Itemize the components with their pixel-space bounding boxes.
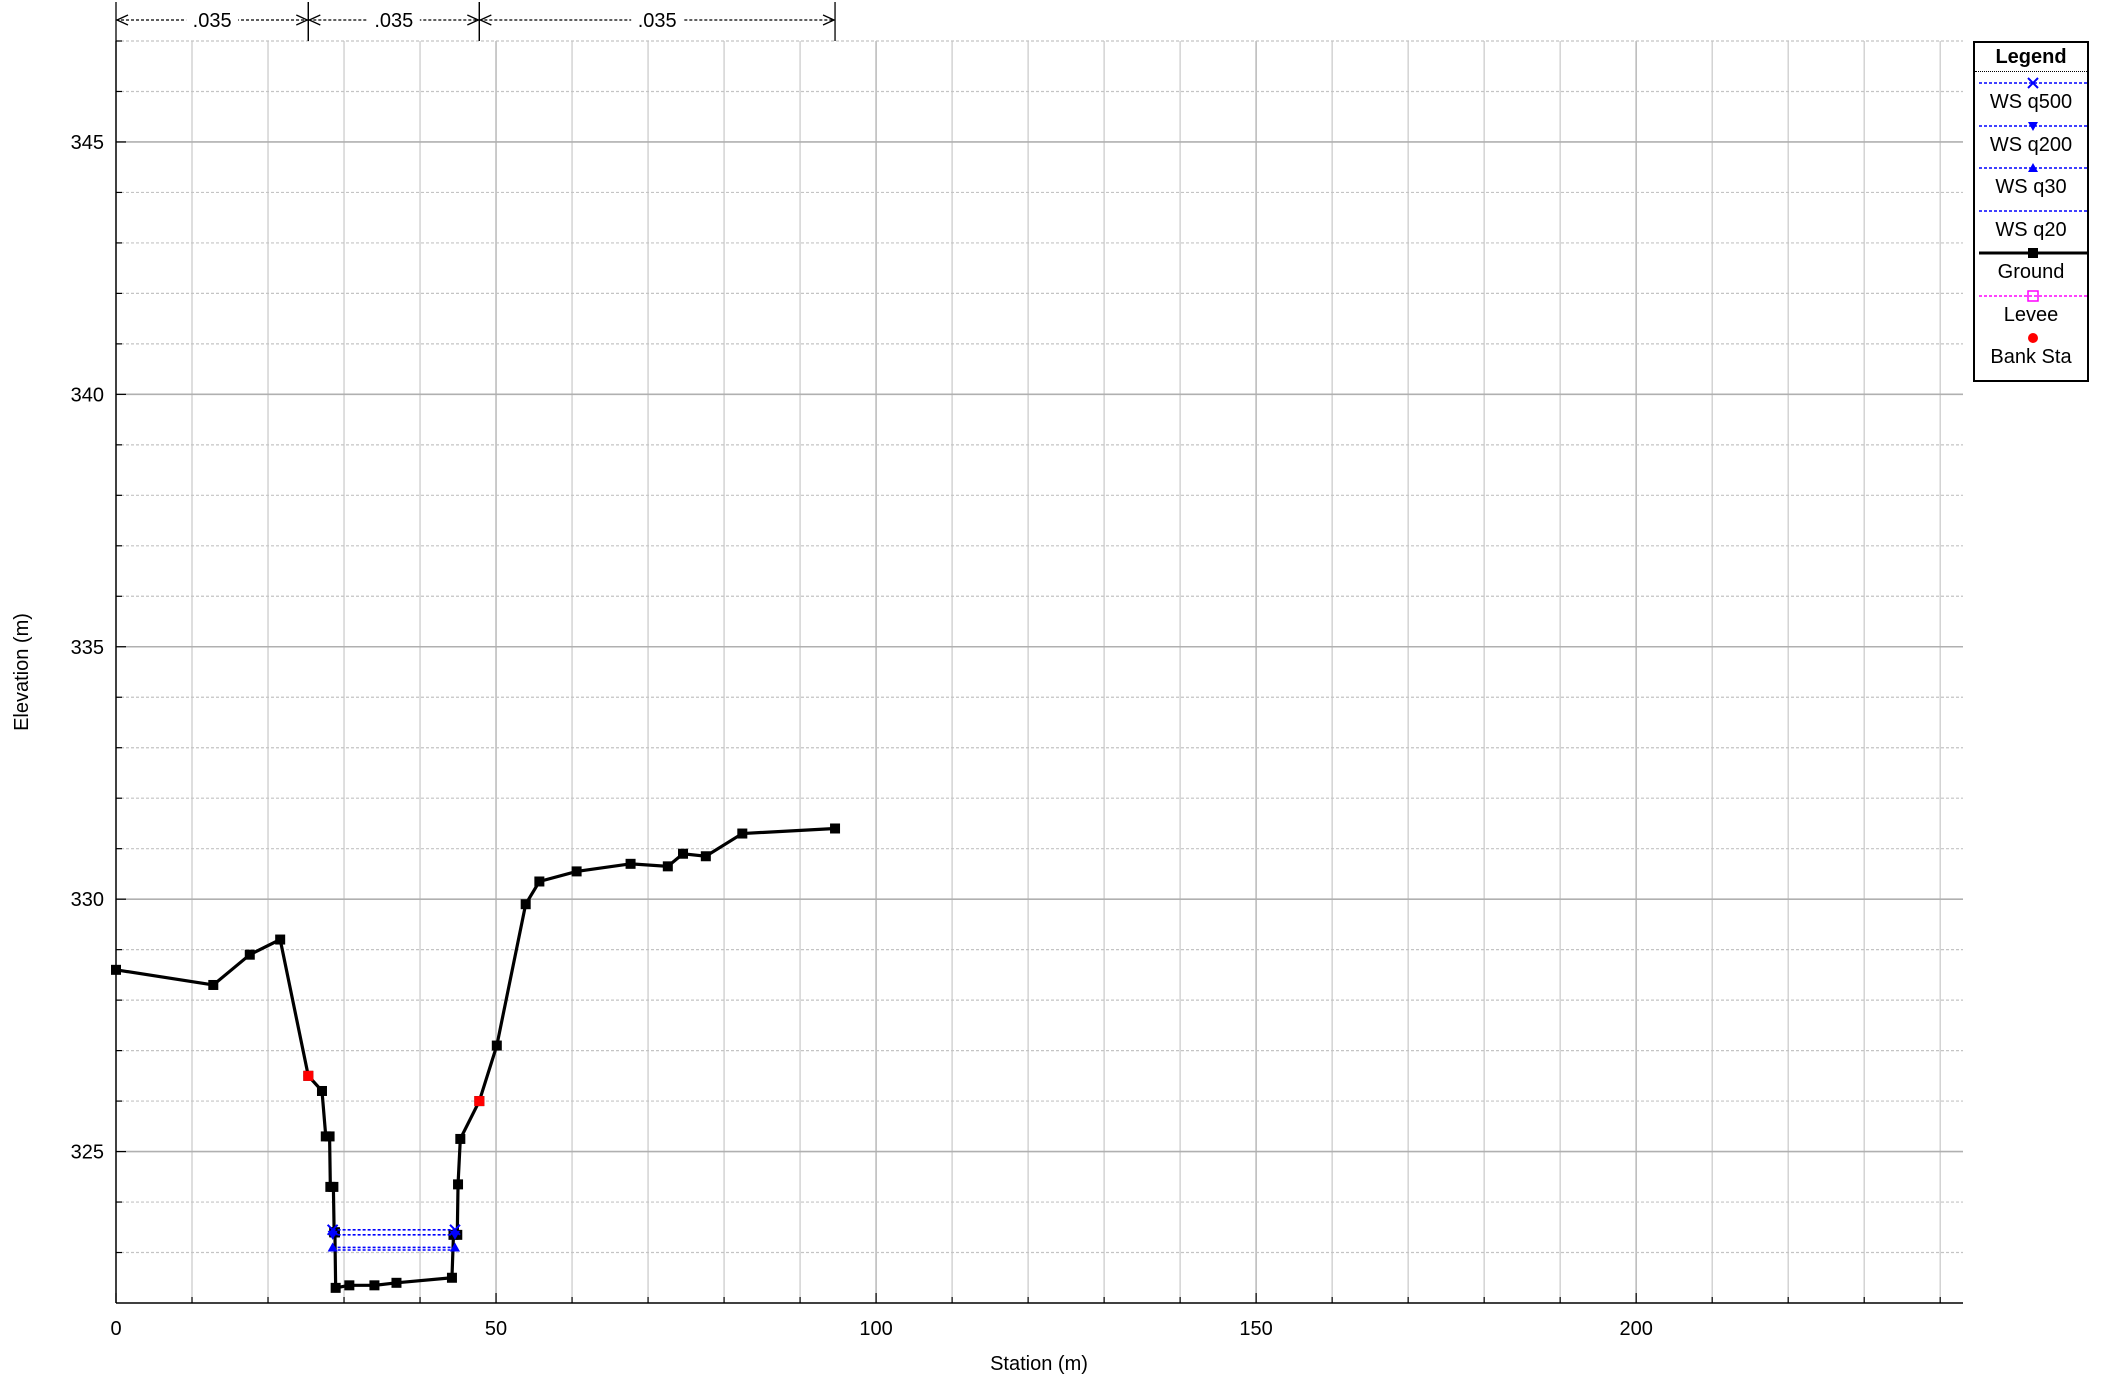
legend-item: Levee [1975, 287, 2087, 329]
y-tick-label: 340 [71, 384, 104, 406]
legend-title: Legend [1975, 43, 2087, 72]
data-point [446, 1272, 457, 1283]
series-ws-q500 [326, 1224, 461, 1236]
legend-item: Bank Sta [1975, 329, 2087, 371]
grid [116, 40, 1963, 1303]
data-point [303, 1070, 314, 1081]
y-tick-label: 330 [71, 889, 104, 911]
data-point [449, 1224, 461, 1236]
legend-item: WS q30 [1975, 159, 2087, 201]
x-tick-label: 150 [1239, 1318, 1272, 1340]
legend-marker [2028, 248, 2038, 258]
legend-label: Bank Sta [1990, 346, 2072, 368]
legend-marker [2027, 289, 2039, 302]
data-point [244, 949, 255, 960]
manning-label-bg [631, 8, 684, 30]
legend-swatch [1979, 163, 2087, 172]
data-point [324, 1131, 335, 1142]
data-point [534, 876, 545, 887]
legend-item: WS q500 [1975, 74, 2087, 116]
data-point [391, 1277, 402, 1288]
manning-label-bg [367, 8, 420, 30]
data-point [449, 1242, 460, 1252]
manning-arrow-left [478, 14, 492, 26]
y-tick-label: 345 [71, 132, 104, 154]
legend-swatch [1979, 121, 2087, 131]
x-tick-label: 200 [1619, 1318, 1652, 1340]
data-point [316, 1085, 327, 1096]
data-point [208, 979, 219, 990]
legend-item: WS q20 [1975, 202, 2087, 244]
data-point [453, 1179, 464, 1190]
legend-marker [2027, 77, 2039, 89]
manning-arrow-right [467, 14, 480, 26]
y-tick-label: 325 [71, 1142, 104, 1164]
manning-arrow-left [115, 14, 129, 26]
manning-arrow-left [307, 14, 321, 26]
manning-label-bg [186, 8, 239, 30]
manning-label: .035 [638, 10, 677, 32]
legend-item: Ground [1975, 244, 2087, 286]
series-line [115, 826, 836, 1290]
series-ws-q30 [327, 1242, 460, 1252]
data-point [275, 934, 286, 945]
legend-item: WS q200 [1975, 117, 2087, 159]
data-point [491, 1040, 502, 1051]
x-tick-label: 100 [859, 1318, 892, 1340]
data-point [737, 828, 748, 839]
data-point [474, 1096, 485, 1107]
manning-segment: .035 [478, 2, 836, 41]
legend-swatch [1979, 248, 2087, 258]
legend-swatch [2028, 333, 2038, 343]
data-point [344, 1280, 355, 1291]
data-point [662, 861, 673, 872]
manning-label: .035 [374, 10, 413, 32]
legend-label: WS q500 [1989, 91, 2073, 113]
manning-segment: .035 [307, 2, 480, 41]
legend-marker [2028, 163, 2038, 172]
manning-segment: .035 [115, 2, 309, 41]
legend: Legend WS q500 WS q200 WS q30 WS q20 Ground L… [1973, 41, 2089, 382]
series-ground [111, 823, 841, 1293]
data-point [328, 1181, 339, 1192]
legend-swatch [1979, 77, 2087, 89]
data-point [700, 851, 711, 862]
data-point [455, 1133, 466, 1144]
data-point [326, 1224, 339, 1236]
x-tick-label: 0 [110, 1318, 121, 1340]
data-point [327, 1242, 338, 1252]
data-point [625, 858, 636, 869]
x-tick-label: 50 [485, 1318, 507, 1340]
data-point [111, 964, 121, 975]
y-axis-label: Elevation (m) [11, 613, 33, 731]
series-ws-q200 [327, 1230, 460, 1240]
legend-marker [2028, 121, 2038, 131]
manning-arrow-right [822, 14, 836, 26]
data-point [330, 1282, 341, 1293]
manning-label: .035 [193, 10, 232, 32]
legend-marker [2028, 333, 2038, 343]
legend-label: Levee [2003, 303, 2059, 326]
data-point [678, 848, 689, 859]
data-point [830, 823, 841, 834]
legend-label: Ground [1997, 261, 2065, 283]
data-point [369, 1280, 380, 1291]
data-point [571, 866, 582, 877]
data-point [520, 899, 531, 910]
legend-label: WS q200 [1989, 133, 2073, 156]
series-bank-sta [303, 1070, 485, 1107]
x-axis-label: Station (m) [990, 1353, 1088, 1375]
legend-label: WS q30 [1995, 176, 2067, 198]
y-tick-label: 335 [71, 637, 104, 659]
manning-arrow-right [296, 14, 309, 26]
legend-swatch [1979, 209, 2087, 212]
legend-swatch [1979, 289, 2087, 302]
legend-label: WS q20 [1995, 218, 2067, 241]
